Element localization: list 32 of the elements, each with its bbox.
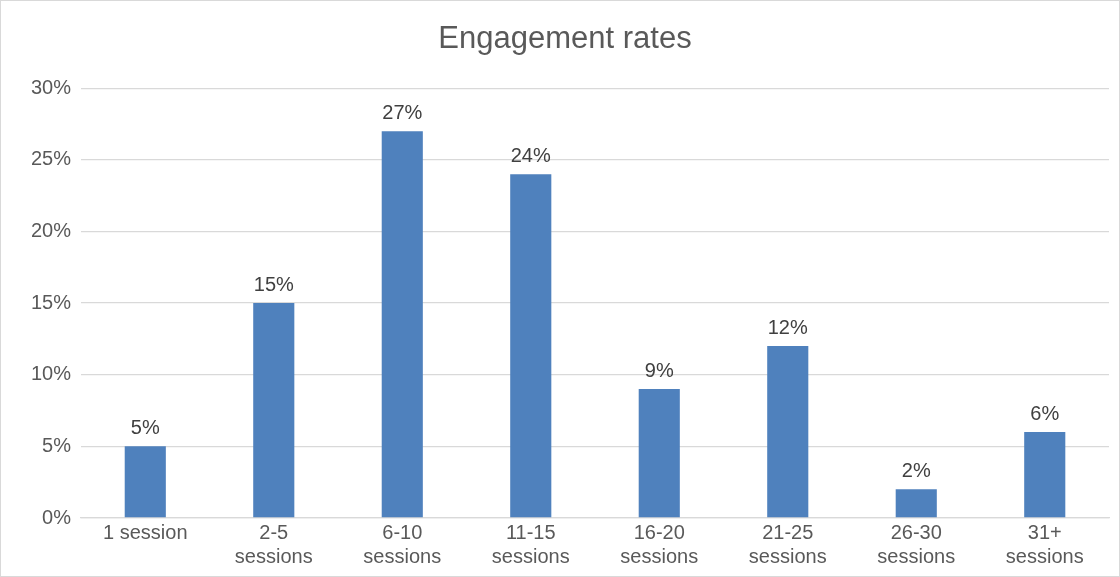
x-tick-label: 31+ sessions bbox=[1005, 520, 1084, 567]
y-tick-label: 10% bbox=[31, 362, 72, 385]
data-label: 24% bbox=[510, 143, 551, 166]
x-tick-label: 26-30 sessions bbox=[877, 520, 956, 567]
bar bbox=[253, 303, 295, 518]
data-label: 5% bbox=[130, 415, 160, 438]
bar bbox=[510, 174, 552, 518]
y-tick-label: 15% bbox=[31, 290, 72, 313]
x-tick-label: 6-10 sessions bbox=[363, 520, 442, 567]
x-tick-label: 2-5 sessions bbox=[234, 520, 313, 567]
bar bbox=[1024, 432, 1066, 518]
x-tick-label: 16-20 sessions bbox=[620, 520, 699, 567]
y-tick-label: 0% bbox=[42, 505, 72, 528]
data-label: 2% bbox=[901, 458, 931, 481]
x-tick-label: 21-25 sessions bbox=[748, 520, 827, 567]
data-label: 6% bbox=[1030, 401, 1060, 424]
chart-title: Engagement rates bbox=[438, 20, 692, 56]
y-tick-label: 30% bbox=[31, 75, 72, 98]
bar bbox=[124, 446, 166, 518]
data-label: 27% bbox=[382, 100, 423, 123]
bar bbox=[381, 131, 423, 518]
data-label: 12% bbox=[767, 315, 808, 338]
data-label: 15% bbox=[253, 272, 294, 295]
data-label: 9% bbox=[644, 358, 674, 381]
bar bbox=[895, 489, 937, 518]
y-tick-label: 25% bbox=[31, 147, 72, 170]
y-tick-label: 5% bbox=[42, 433, 72, 456]
bar bbox=[638, 389, 680, 518]
x-tick-label: 11-15 sessions bbox=[491, 520, 570, 567]
bar bbox=[767, 346, 809, 518]
x-tick-label: 1 session bbox=[103, 520, 188, 543]
y-tick-label: 20% bbox=[31, 218, 72, 241]
